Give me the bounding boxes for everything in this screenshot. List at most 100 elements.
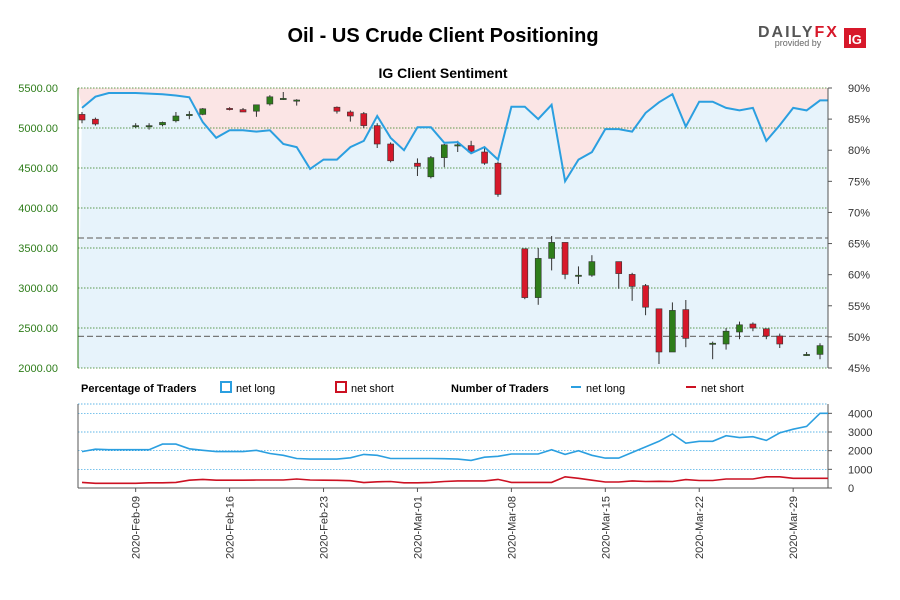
candle-body bbox=[803, 354, 810, 356]
candle bbox=[803, 352, 810, 356]
candle-body bbox=[145, 125, 153, 128]
candle-body bbox=[534, 258, 542, 298]
candle-body bbox=[481, 151, 488, 164]
candle bbox=[521, 248, 529, 300]
x-tick-label: 2020-Feb-09 bbox=[131, 496, 143, 559]
candle-body bbox=[360, 113, 368, 126]
candle-body bbox=[414, 162, 421, 167]
candle-body bbox=[279, 98, 287, 100]
candle bbox=[548, 236, 555, 271]
ig-logo-box bbox=[844, 28, 866, 48]
traders-y-tick-label: 2000 bbox=[848, 446, 872, 458]
candle-body bbox=[561, 242, 569, 275]
candle bbox=[494, 161, 502, 197]
y-right-tick-label: 70% bbox=[848, 207, 870, 219]
traders-y-tick-label: 1000 bbox=[848, 464, 872, 476]
x-tick-label: 2020-Mar-22 bbox=[694, 496, 706, 559]
candle bbox=[373, 123, 381, 148]
y-left-tick-label: 5000.00 bbox=[18, 123, 58, 135]
candle-body bbox=[655, 308, 663, 353]
y-left-tick-label: 2000.00 bbox=[18, 363, 58, 375]
y-right-tick-label: 60% bbox=[848, 270, 870, 282]
y-left-tick-label: 3000.00 bbox=[18, 283, 58, 295]
candle-body bbox=[132, 125, 139, 128]
candle bbox=[360, 112, 368, 128]
x-tick-label: 2020-Mar-08 bbox=[506, 496, 518, 559]
x-axis: 2020-Feb-09 2020-Feb-16 2020-Feb-23 2020-Ma… bbox=[131, 488, 800, 559]
candle bbox=[722, 328, 730, 350]
candle-body bbox=[494, 162, 502, 195]
candle bbox=[414, 158, 421, 176]
ig-logo-text: IG bbox=[848, 32, 862, 47]
y-left-tick-label: 4000.00 bbox=[18, 203, 58, 215]
y-left-tick-label: 2500.00 bbox=[18, 323, 58, 335]
candle-body bbox=[548, 242, 555, 259]
y-right-tick-label: 45% bbox=[848, 363, 870, 375]
candle-body bbox=[749, 323, 757, 329]
candle-body bbox=[387, 143, 394, 162]
candle bbox=[749, 322, 757, 332]
y-left-tick-label: 3500.00 bbox=[18, 243, 58, 255]
candle-body bbox=[333, 106, 341, 112]
y-right-tick-label: 55% bbox=[848, 301, 870, 313]
candle-body bbox=[816, 345, 824, 355]
legend-pct-short-swatch bbox=[335, 381, 347, 393]
candle-body bbox=[427, 157, 435, 178]
traders-panel: 4000 3000 2000 1000 0 bbox=[77, 403, 872, 495]
net-long-zone bbox=[78, 93, 828, 368]
traders-net-short-line bbox=[81, 475, 828, 485]
candle-body bbox=[347, 111, 354, 117]
candle-body bbox=[266, 96, 274, 105]
y-right-tick-label: 50% bbox=[848, 332, 870, 344]
candle bbox=[709, 341, 716, 360]
candle bbox=[145, 123, 153, 130]
candle-body bbox=[226, 108, 233, 110]
y-right-tick-label: 85% bbox=[848, 114, 870, 126]
legend-num-short-label: net short bbox=[701, 383, 744, 395]
candle bbox=[682, 300, 690, 348]
y-left-tick-label: 5500.00 bbox=[18, 83, 58, 95]
candle-body bbox=[521, 248, 529, 298]
candle bbox=[92, 117, 99, 126]
candle-body bbox=[172, 115, 180, 122]
candle bbox=[816, 343, 824, 360]
candle-body bbox=[199, 108, 207, 115]
candle-body bbox=[92, 118, 99, 125]
candle bbox=[440, 144, 448, 168]
candle-body bbox=[373, 125, 381, 145]
candle bbox=[628, 272, 636, 301]
candle bbox=[776, 333, 784, 348]
candle bbox=[575, 266, 582, 284]
candle bbox=[293, 99, 300, 106]
net-long-percentage-line bbox=[81, 92, 828, 185]
candle bbox=[534, 248, 542, 305]
chart-subtitle: IG Client Sentiment bbox=[378, 65, 507, 81]
candle-body bbox=[239, 109, 247, 113]
candle-body bbox=[669, 310, 676, 353]
candle bbox=[669, 302, 676, 353]
y-right-tick-label: 80% bbox=[848, 145, 870, 157]
y-left-tick-label: 4500.00 bbox=[18, 163, 58, 175]
candle bbox=[655, 308, 663, 364]
candle bbox=[561, 242, 569, 280]
candle bbox=[159, 121, 166, 127]
y-right-tick-label: 65% bbox=[848, 239, 870, 251]
candle bbox=[642, 284, 649, 316]
candle bbox=[253, 104, 260, 117]
candle-body bbox=[253, 104, 260, 112]
candle bbox=[387, 142, 394, 163]
x-tick-label: 2020-Feb-16 bbox=[225, 496, 237, 559]
x-tick-label: 2020-Mar-15 bbox=[600, 496, 612, 559]
candle bbox=[279, 92, 287, 100]
candle bbox=[78, 112, 86, 124]
candle-body bbox=[186, 114, 193, 116]
candle-body bbox=[588, 261, 596, 276]
candle bbox=[588, 255, 596, 277]
logo-provided-by: provided by bbox=[775, 38, 822, 48]
candle bbox=[736, 321, 743, 340]
y-right-tick-label: 75% bbox=[848, 176, 870, 188]
candle bbox=[615, 261, 623, 289]
traders-y-tick-label: 4000 bbox=[848, 408, 872, 420]
traders-y-tick-label: 0 bbox=[848, 483, 854, 495]
